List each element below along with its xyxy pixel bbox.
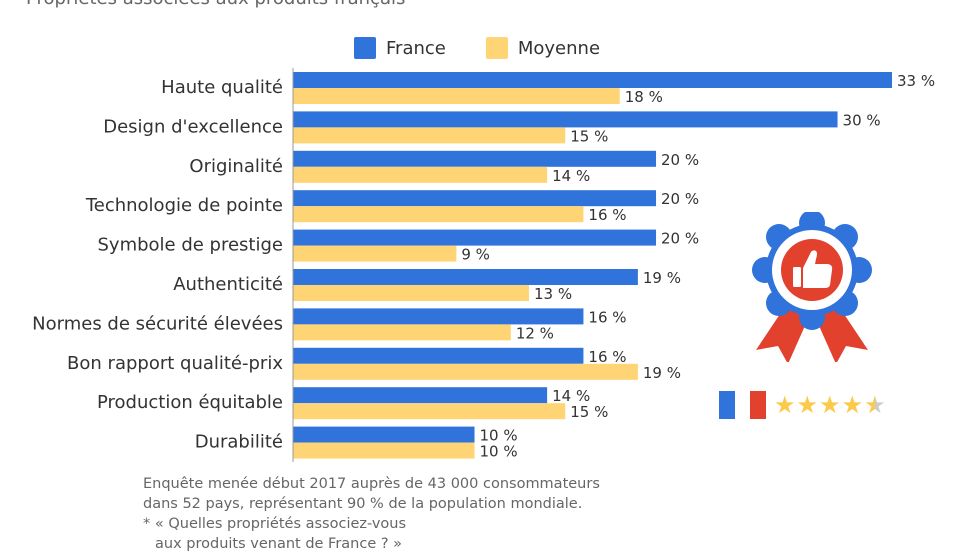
footnote-line-2: dans 52 pays, représentant 90 % de la po… (143, 496, 583, 512)
rating-stars: ★ ★ ★ ★ ★ (774, 392, 886, 418)
data-label: 30 % (843, 111, 881, 129)
bar-moyenne (293, 403, 566, 420)
star-icon: ★ (796, 391, 819, 419)
data-label: 9 % (461, 246, 490, 264)
bar-moyenne (293, 127, 566, 144)
french-flag-icon (719, 391, 767, 419)
bar-france (293, 150, 657, 167)
category-label: Originalité (189, 156, 283, 177)
award-rosette-icon (752, 212, 872, 362)
data-label: 20 % (661, 190, 699, 208)
star-icon: ★ (819, 391, 841, 419)
star-icon: ★ (864, 391, 886, 419)
bar-france (293, 229, 657, 246)
legend-item-france: France (354, 37, 446, 59)
category-label: Production équitable (97, 392, 283, 413)
bar-france (293, 269, 638, 285)
star-icon: ★ (841, 391, 864, 419)
footnote-line-3: * « Quelles propriétés associez-vous (143, 516, 407, 532)
bar-moyenne (293, 88, 620, 104)
bar-moyenne (293, 166, 548, 183)
data-label: 33 % (897, 72, 935, 90)
chart-subtitle: Propriétés associées aux produits frança… (26, 0, 420, 9)
bar-chart: Haute qualité 33 % 18 % Design d'excellence… (32, 68, 935, 462)
bar-france (293, 72, 892, 88)
data-label: 16 % (588, 206, 626, 224)
star-icon: ★ (774, 391, 796, 419)
data-label: 19 % (643, 269, 681, 287)
category-label: Technologie de pointe (85, 195, 283, 216)
data-label: 14 % (552, 387, 590, 405)
legend-swatch-moyenne (485, 37, 508, 59)
data-label: 20 % (661, 230, 699, 248)
footnote-line-1: Enquête menée début 2017 auprès de 43 00… (143, 476, 600, 492)
category-label: Design d'excellence (103, 116, 283, 137)
data-label: 10 % (480, 427, 518, 445)
data-label: 10 % (480, 443, 518, 461)
footnote: Enquête menée début 2017 auprès de 43 00… (143, 474, 600, 554)
data-label: 16 % (588, 348, 626, 366)
bar-france (293, 308, 584, 325)
bar-moyenne (293, 285, 529, 301)
bar-france (293, 347, 584, 364)
bar-france (293, 190, 657, 207)
legend: France Moyenne (354, 37, 600, 59)
category-label: Bon rapport qualité-prix (67, 353, 283, 374)
category-label: Durabilité (195, 432, 283, 453)
data-label: 14 % (552, 167, 590, 185)
bar-france (293, 111, 838, 128)
data-label: 12 % (516, 324, 554, 342)
data-label: 16 % (588, 308, 626, 326)
category-label: Authenticité (173, 274, 283, 295)
legend-label-france: France (386, 37, 446, 59)
data-label: 13 % (534, 285, 572, 303)
bar-france (293, 387, 548, 404)
data-label: 15 % (570, 403, 608, 421)
bar-moyenne (293, 363, 638, 380)
bar-moyenne (293, 245, 457, 262)
data-label: 19 % (643, 364, 681, 382)
data-label: 18 % (625, 88, 663, 106)
category-label: Symbole de prestige (97, 235, 283, 256)
data-label: 20 % (661, 151, 699, 169)
bar-moyenne (293, 442, 475, 459)
category-label: Haute qualité (161, 77, 283, 98)
legend-swatch-france (354, 37, 376, 59)
legend-label-moyenne: Moyenne (517, 37, 601, 59)
data-label: 15 % (570, 127, 608, 145)
bar-france (293, 426, 475, 443)
thumbs-up-icon (793, 250, 833, 288)
legend-item-moyenne: Moyenne (485, 37, 601, 59)
category-label: Normes de sécurité élevées (32, 313, 283, 334)
bar-moyenne (293, 206, 584, 223)
footnote-line-4: aux produits venant de France ? » (155, 536, 403, 552)
bar-moyenne (293, 324, 511, 341)
